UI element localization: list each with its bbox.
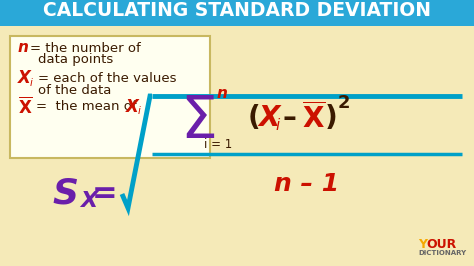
Text: i = 1: i = 1 [204,138,232,151]
Text: –: – [283,104,297,132]
Text: $\Sigma$: $\Sigma$ [181,93,216,149]
Text: n: n [217,86,228,102]
FancyBboxPatch shape [10,36,210,158]
Text: =  the mean of: = the mean of [36,101,137,114]
Bar [0,0,474,26]
Text: (: ( [248,104,261,132]
Text: =: = [92,180,118,209]
Text: ): ) [325,104,338,132]
Text: n: n [18,40,29,56]
Text: of the data: of the data [38,84,111,97]
Text: X: X [18,69,31,87]
Text: $\overline{\mathregular{X}}$: $\overline{\mathregular{X}}$ [18,97,33,118]
Text: n – 1: n – 1 [274,172,339,196]
Text: X: X [80,191,97,211]
Text: = each of the values: = each of the values [38,72,176,85]
Text: i: i [138,106,141,116]
Text: OUR: OUR [426,238,456,251]
Text: Y: Y [418,238,427,251]
Text: 2: 2 [338,94,350,112]
Text: = the number of: = the number of [30,41,141,55]
Text: i: i [275,118,279,132]
Text: i: i [30,78,33,88]
Text: S: S [52,177,78,211]
Text: data points: data points [38,53,113,66]
Text: X: X [126,98,139,116]
Text: CALCULATING STANDARD DEVIATION: CALCULATING STANDARD DEVIATION [43,2,431,20]
Text: DICTIONARY: DICTIONARY [418,250,466,256]
Text: $\overline{\mathregular{X}}$: $\overline{\mathregular{X}}$ [302,102,325,134]
Text: X: X [258,104,279,132]
